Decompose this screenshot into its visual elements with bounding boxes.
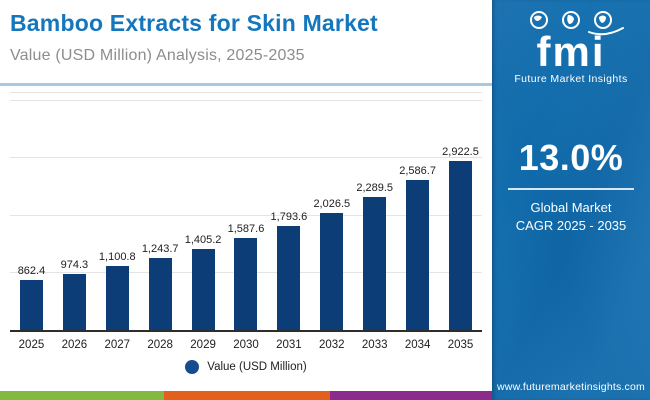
cagr-label-line2: CAGR 2025 - 2035 [515,217,627,233]
bar-value-label: 2,586.7 [399,165,436,177]
bar [449,161,473,330]
bar-group: 2,922.5 [439,146,482,330]
x-tick-label: 2030 [233,339,259,351]
bar-value-label: 974.3 [60,259,89,271]
plot-area: 862.4 974.3 1,100.8 1,243.7 1,405.2 1,587.6 1,… [10,92,482,332]
bar [234,238,258,330]
chart-header: Bamboo Extracts for Skin Market Value (U… [0,0,492,86]
gridline [10,100,482,102]
bar-group: 2,289.5 [353,182,396,330]
x-axis-labels: 2025 2026 2027 2028 2029 2030 2031 2032 2033 2034… [10,332,482,351]
x-tick-label: 2031 [276,339,302,351]
bar-group: 1,793.6 [267,211,310,330]
bar [277,226,301,330]
cagr-value: 13.0% [518,137,624,178]
bar-value-label: 1,587.6 [227,223,265,235]
globe-icons [530,11,624,36]
bar-group: 2,026.5 [310,198,353,330]
legend-label: Value (USD Million) [207,361,307,373]
bar-group: 862.4 [10,265,53,330]
footer-stripe [0,391,164,400]
bar [406,180,430,330]
bar-value-label: 2,289.5 [356,182,394,194]
bar [320,213,344,330]
bar-value-label: 1,793.6 [270,211,308,223]
bar-group: 1,587.6 [225,223,268,330]
bar-value-label: 1,100.8 [98,251,136,263]
cagr-label: Global Market CAGR 2025 - 2035 [492,199,650,234]
x-tick-label: 2029 [190,339,216,351]
cagr-divider [508,188,634,190]
footer-stripe [164,391,330,400]
panel-texture [492,0,650,400]
x-tick-label: 2026 [61,339,88,351]
gridline [10,157,482,159]
brand-panel: fmi Future Market Insights 13.0% Global … [492,0,650,400]
website-link[interactable]: www.futuremarketinsights.com [497,381,645,393]
x-tick-label: 2034 [404,339,431,351]
gridline [10,214,482,216]
x-tick-label: 2033 [361,339,388,351]
bar-value-label: 862.4 [17,265,46,277]
bar-group: 1,243.7 [139,243,182,330]
legend-dot-icon [185,360,200,374]
bar [148,258,172,330]
bar-chart: 862.4 974.3 1,100.8 1,243.7 1,405.2 1,587.6 1,… [10,92,482,374]
chart-legend: Value (USD Million) [10,360,482,374]
x-tick-label: 2032 [319,339,345,351]
logo-tagline: Future Market Insights [514,73,628,85]
cagr-block: 13.0% Global Market CAGR 2025 - 2035 [492,137,650,234]
bar [105,266,129,330]
bar [191,249,215,330]
bar-value-label: 1,405.2 [184,234,222,246]
footer-stripe [330,391,492,400]
logo-text: fmi [536,28,606,75]
bar-value-label: 2,026.5 [313,198,351,210]
bar-value-label: 1,243.7 [141,243,179,255]
x-tick-label: 2027 [104,339,131,351]
fmi-logo: fmi Future Market Insights [492,0,650,85]
x-tick-label: 2025 [18,339,45,351]
bar [363,197,387,330]
page-title: Bamboo Extracts for Skin Market [10,10,378,36]
bars-row: 862.4 974.3 1,100.8 1,243.7 1,405.2 1,587.6 1,… [10,93,482,330]
bar-group: 974.3 [53,259,96,330]
chart-section: Bamboo Extracts for Skin Market Value (U… [0,0,492,400]
x-tick-label: 2028 [147,339,173,351]
bar-group: 2,586.7 [396,165,439,330]
bar-group: 1,405.2 [182,234,225,330]
footer-stripes [0,391,492,400]
bar-group: 1,100.8 [96,251,139,330]
bar-value-label: 2,922.5 [442,146,479,158]
bar [62,274,86,330]
bar [19,280,43,330]
page-subtitle: Value (USD Million) Analysis, 2025-2035 [10,47,305,64]
x-tick-label: 2035 [447,339,474,351]
cagr-label-line1: Global Market [530,200,612,215]
